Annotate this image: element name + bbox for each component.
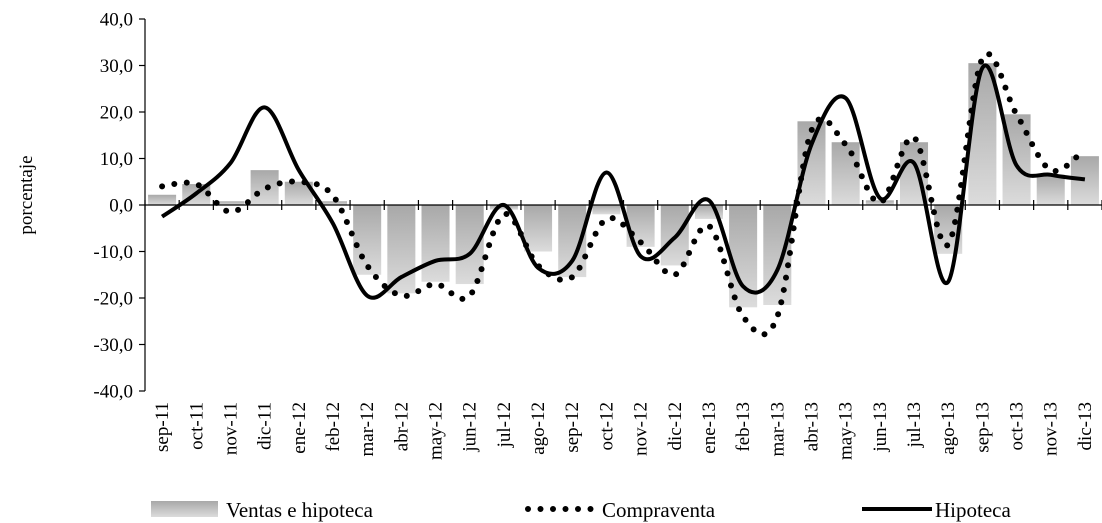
x-tick-label: nov-11 <box>220 402 241 455</box>
x-tick-label: sep-13 <box>972 402 993 453</box>
x-tick-label: dic-11 <box>255 402 276 450</box>
x-tick-label: abr-12 <box>391 402 412 451</box>
bar-dic-11 <box>250 170 279 206</box>
y-tick-label: 10,0 <box>100 149 133 170</box>
y-tick-label: -10,0 <box>93 242 133 263</box>
y-tick-label: -40,0 <box>93 382 133 403</box>
x-tick-label: ago-12 <box>528 402 549 455</box>
y-tick-label: 30,0 <box>100 56 133 77</box>
x-tick-label: mar-13 <box>767 402 788 457</box>
x-tick-label: feb-13 <box>733 402 754 452</box>
x-tick-label: dic-12 <box>665 402 686 451</box>
x-tick-label: jul-12 <box>494 402 515 448</box>
lines-layer <box>159 50 1088 338</box>
bar-may-13 <box>831 142 860 205</box>
y-tick-label: -30,0 <box>93 335 133 356</box>
x-tick-label: jun-12 <box>460 402 481 453</box>
bar-dic-13 <box>1070 156 1099 205</box>
bar-oct-12 <box>592 205 621 215</box>
bar-ene-12 <box>284 181 313 205</box>
series-line-hipoteca <box>160 63 1086 300</box>
x-tick-label: oct-11 <box>186 402 207 450</box>
legend-label: Hipoteca <box>935 498 1011 522</box>
x-tick-label: mar-12 <box>357 402 378 457</box>
bar-abr-12 <box>387 205 416 294</box>
bar-nov-13 <box>1036 174 1065 205</box>
bar-ago-12 <box>524 205 553 252</box>
x-tick-label: jun-13 <box>870 402 891 453</box>
bar-may-12 <box>421 205 450 282</box>
bar-jul-12 <box>489 205 518 210</box>
bar-jun-12 <box>455 205 484 285</box>
x-tick-label: may-12 <box>426 402 447 460</box>
x-tick-label: sep-11 <box>152 402 173 452</box>
legend-swatch-bar <box>151 501 218 517</box>
x-tick-label: abr-13 <box>801 402 822 451</box>
x-tick-label: feb-12 <box>323 402 344 452</box>
x-tick-label: oct-12 <box>596 402 617 451</box>
y-axis-title: porcentaje <box>16 155 37 234</box>
bar-nov-11 <box>216 201 245 205</box>
x-tick-label: dic-13 <box>1075 402 1096 451</box>
bar-mar-12 <box>353 205 382 275</box>
x-tick-label: may-13 <box>836 402 857 460</box>
x-tick-label: oct-13 <box>1007 402 1028 451</box>
x-tick-label: sep-12 <box>562 402 583 453</box>
x-tick-label: ago-13 <box>938 402 959 455</box>
bar-jun-13 <box>865 200 894 205</box>
labels-layer: 40,0 30,0 20,0 10,0 0,0 -10,0 -20,0 -30,0 -40,0 s… <box>93 10 1095 461</box>
x-tick-label: jul-13 <box>904 402 925 448</box>
legend: Ventas e hipoteca Compraventa Hipoteca <box>151 498 1011 522</box>
x-tick-label: nov-13 <box>1041 402 1062 456</box>
y-tick-label: 0,0 <box>109 196 133 217</box>
y-tick-label: -20,0 <box>93 289 133 310</box>
x-tick-label: ene-13 <box>699 402 720 454</box>
y-tick-label: 40,0 <box>100 10 133 31</box>
bar-abr-13 <box>797 121 826 205</box>
x-tick-label: ene-12 <box>289 402 310 454</box>
series-line-compraventa <box>159 50 1088 338</box>
x-tick-label: nov-12 <box>631 402 652 456</box>
legend-label: Compraventa <box>602 498 716 522</box>
bars-layer <box>148 63 1099 308</box>
bar-mar-13 <box>763 205 792 305</box>
bar-sep-13 <box>968 63 997 205</box>
legend-label: Ventas e hipoteca <box>226 498 374 522</box>
y-tick-label: 20,0 <box>100 103 133 124</box>
bar-sep-11 <box>148 194 177 205</box>
bar-feb-12 <box>318 201 347 205</box>
